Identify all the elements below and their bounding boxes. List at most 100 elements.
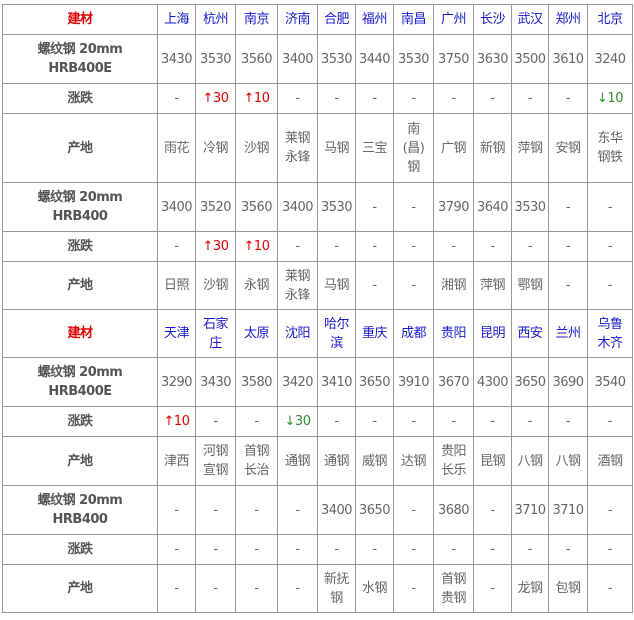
table-cell: - (587, 485, 633, 535)
city-header[interactable]: 太原 (235, 309, 278, 358)
table-cell: 3400 (277, 182, 318, 232)
table-cell: 3910 (393, 357, 434, 407)
table-cell: - (548, 231, 588, 262)
city-header[interactable]: 广州 (433, 4, 474, 35)
table-row: 螺纹钢 20mm HRB400 3400 3520 3560 3400 3530- -379… (2, 182, 633, 232)
city-header[interactable]: 南京 (235, 4, 278, 35)
table-row: 涨跌 - - - - - - - - - - - - (2, 534, 633, 565)
table-cell: 3400 (157, 182, 196, 232)
table-cell: - (433, 406, 474, 437)
city-header[interactable]: 北京 (587, 4, 633, 35)
table-cell: - (393, 83, 434, 114)
city-header[interactable]: 福州 (355, 4, 394, 35)
city-header[interactable]: 长沙 (473, 4, 512, 35)
city-header[interactable]: 哈尔 滨 (317, 309, 356, 358)
city-header[interactable]: 武汉 (511, 4, 549, 35)
table-cell: 永钢 (235, 261, 278, 310)
table-cell: 通钢 (277, 436, 318, 486)
table-cell: - (433, 231, 474, 262)
table-cell: 威钢 (355, 436, 394, 486)
table-cell: ↑30 (195, 231, 236, 262)
table-cell: 萍钢 (511, 113, 549, 183)
table-cell: 3710 (548, 485, 588, 535)
row-label: 产地 (2, 436, 158, 486)
table-cell: - (548, 534, 588, 565)
table-cell: - (355, 231, 394, 262)
table-cell: 八钢 (511, 436, 549, 486)
table-cell: - (587, 406, 633, 437)
table-cell: - (473, 564, 512, 613)
table-cell: 酒钢 (587, 436, 633, 486)
city-header[interactable]: 南昌 (393, 4, 434, 35)
city-header[interactable]: 成都 (393, 309, 434, 358)
table-cell: - (473, 534, 512, 565)
city-header[interactable]: 合肥 (317, 4, 356, 35)
table-cell: 3650 (511, 357, 549, 407)
row-label: 产地 (2, 261, 158, 310)
table-cell: - (157, 83, 196, 114)
table-cell: 昆钢 (473, 436, 512, 486)
table-cell: 湘钢 (433, 261, 474, 310)
table-cell: - (473, 485, 512, 535)
table-cell: 3680 (433, 485, 474, 535)
table-cell: 贵阳 长乐 (433, 436, 474, 486)
table-cell: - (277, 534, 318, 565)
table-cell: - (548, 83, 588, 114)
table-cell: 3530 (317, 182, 356, 232)
table-row: 涨跌 - ↑30 ↑10- - - - - - - - - (2, 231, 633, 262)
city-header[interactable]: 天津 (157, 309, 196, 358)
city-header[interactable]: 昆明 (473, 309, 512, 358)
table-cell: 达钢 (393, 436, 434, 486)
table-cell: 东华 钢铁 (587, 113, 633, 183)
table-cell: - (587, 534, 633, 565)
table-cell: - (511, 534, 549, 565)
table-cell: 3610 (548, 34, 588, 84)
table-cell: - (393, 534, 434, 565)
table-row: 产地 - - - - 新抚 钢水钢 - 首钢 贵钢 - 龙钢 包钢 - (2, 564, 633, 613)
table-cell: 3290 (157, 357, 196, 407)
table-cell: 3530 (317, 34, 356, 84)
steel-price-table: 建材 上海 杭州 南京 济南 合肥 福州 南昌 广州 长沙 武汉 郑州 北京螺纹钢 20mm HRB40… (2, 4, 633, 613)
city-header[interactable]: 西安 (511, 309, 549, 358)
table-cell: - (511, 83, 549, 114)
header-label: 建材 (2, 309, 158, 358)
table-cell: 4300 (473, 357, 512, 407)
table-cell: 水钢 (355, 564, 394, 613)
table-cell: 新抚 钢 (317, 564, 356, 613)
table-cell: 三宝 (355, 113, 394, 183)
city-header[interactable]: 石家 庄 (195, 309, 236, 358)
table-cell: - (433, 83, 474, 114)
header-row: 建材 天津 石家 庄太原 沈阳 哈尔 滨重庆 成都 贵阳 昆明 西安 兰州 乌鲁 木齐 (2, 309, 633, 358)
table-cell: 3520 (195, 182, 236, 232)
row-label: 涨跌 (2, 83, 158, 114)
city-header[interactable]: 郑州 (548, 4, 588, 35)
city-header[interactable]: 乌鲁 木齐 (587, 309, 633, 358)
table-cell: 广钢 (433, 113, 474, 183)
table-cell: - (473, 406, 512, 437)
table-cell: - (473, 231, 512, 262)
table-cell: - (355, 182, 394, 232)
table-cell: - (195, 564, 236, 613)
table-cell: 3650 (355, 357, 394, 407)
city-header[interactable]: 贵阳 (433, 309, 474, 358)
city-header[interactable]: 沈阳 (277, 309, 318, 358)
table-cell: 3400 (277, 34, 318, 84)
table-cell: 3710 (511, 485, 549, 535)
table-cell: - (157, 534, 196, 565)
row-label: 螺纹钢 20mm HRB400 (2, 485, 158, 535)
table-cell: - (393, 231, 434, 262)
table-row: 产地 雨花 冷钢 沙钢 莱钢 永锋 马钢 三宝南 (昌) 钢广钢 新钢 萍钢 安钢 东华 钢铁 (2, 113, 633, 183)
table-cell: - (355, 83, 394, 114)
table-cell: 萍钢 (473, 261, 512, 310)
table-cell: 3640 (473, 182, 512, 232)
city-header[interactable]: 重庆 (355, 309, 394, 358)
table-cell: 龙钢 (511, 564, 549, 613)
city-header[interactable]: 上海 (157, 4, 196, 35)
table-cell: - (355, 534, 394, 565)
city-header[interactable]: 杭州 (195, 4, 236, 35)
city-header[interactable]: 兰州 (548, 309, 588, 358)
table-cell: - (235, 534, 278, 565)
table-cell: 新钢 (473, 113, 512, 183)
table-cell: 3410 (317, 357, 356, 407)
city-header[interactable]: 济南 (277, 4, 318, 35)
